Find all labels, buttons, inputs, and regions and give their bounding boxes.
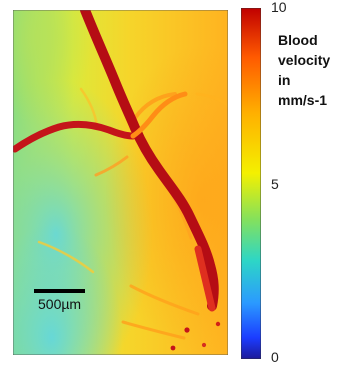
velocity-heatmap-svg — [13, 10, 228, 355]
colorbar-max-label: 10 — [271, 0, 287, 15]
colorbar — [241, 8, 261, 359]
colorbar-title-line-2: velocity in — [278, 52, 331, 88]
scale-bar — [34, 289, 85, 293]
colorbar-title-line-3: mm/s-1 — [278, 92, 328, 108]
heatmap-high-velocity-region — [13, 10, 228, 355]
colorbar-gradient — [241, 8, 261, 359]
colorbar-min-label: 0 — [271, 349, 279, 365]
scale-bar-label: 500µm — [38, 296, 82, 312]
main-vessels — [13, 10, 219, 312]
colorbar-svg — [241, 8, 261, 359]
colorbar-mid-label: 5 — [271, 176, 279, 192]
red-speckles — [170, 321, 221, 351]
velocity-heatmap-image — [13, 10, 228, 355]
colorbar-title-line-1: Blood — [278, 32, 318, 48]
colorbar-title: Blood velocity in mm/s-1 — [278, 30, 346, 110]
